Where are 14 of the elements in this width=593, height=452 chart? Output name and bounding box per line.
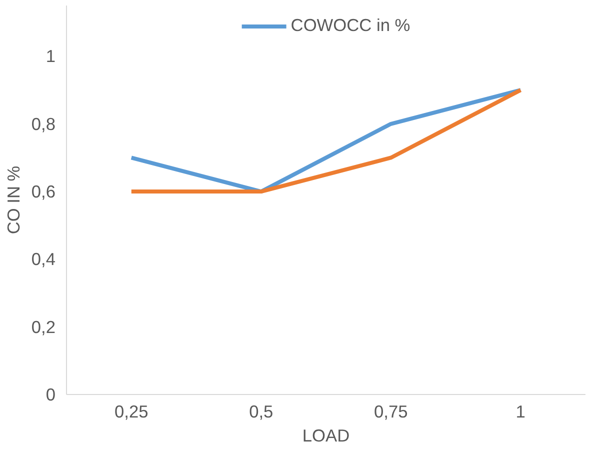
y-tick-label: 1 xyxy=(46,46,56,66)
y-axis-title: CO IN % xyxy=(3,166,24,234)
y-tick-label: 0,4 xyxy=(31,249,56,270)
x-tick-label: 0,75 xyxy=(374,402,408,422)
x-tick-label: 1 xyxy=(516,402,526,422)
x-tick-label: 0,25 xyxy=(114,402,148,422)
y-tick-label: 0 xyxy=(46,384,56,404)
line-series xyxy=(129,88,523,194)
x-axis-title: LOAD xyxy=(302,426,350,446)
y-tick-label: 0,8 xyxy=(31,114,56,134)
y-tick-label: 0,2 xyxy=(31,316,56,337)
y-tick-label: 0,6 xyxy=(31,182,56,202)
legend-label: COWOCC in % xyxy=(290,15,410,36)
x-tick-label: 0,5 xyxy=(249,402,274,422)
